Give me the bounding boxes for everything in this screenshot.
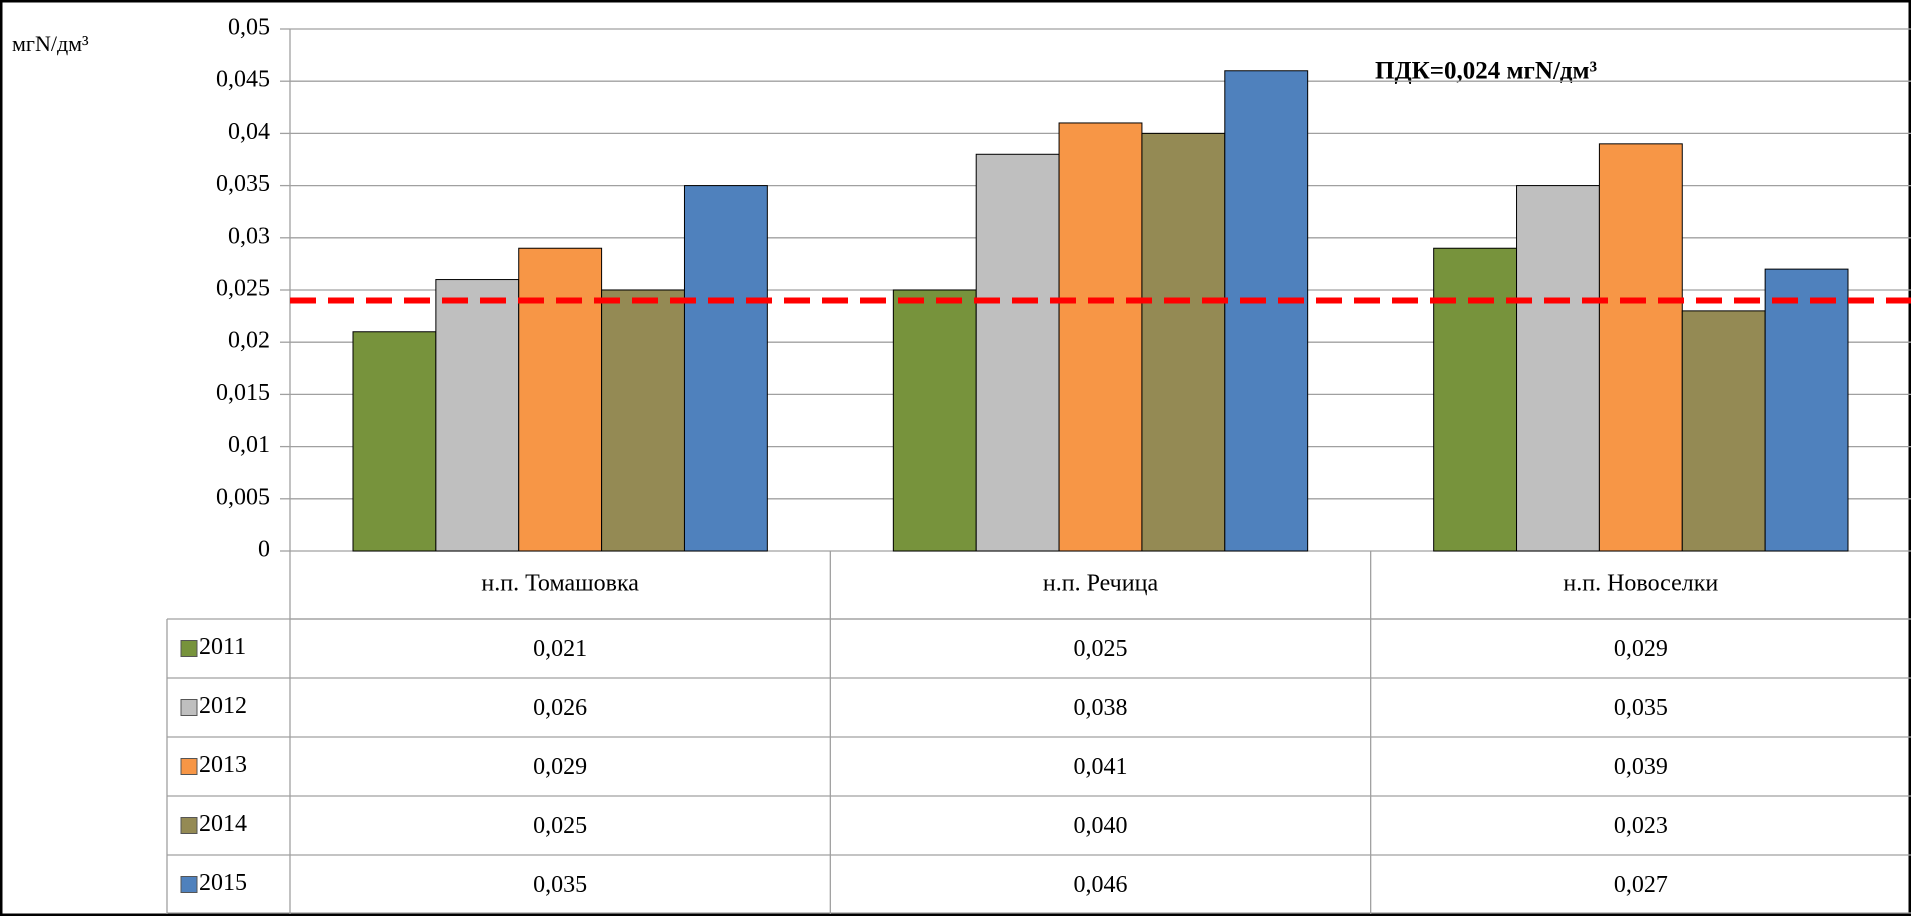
y-tick-label: 0,015 (216, 380, 270, 406)
data-label: 0,026 (533, 695, 587, 721)
data-label: 0,021 (533, 636, 587, 662)
bar (975, 153, 1060, 552)
bar (1764, 268, 1849, 552)
data-label: 0,040 (1074, 813, 1128, 839)
legend-key (180, 758, 198, 775)
annotation: ПДК=0,024 мгN/дм³ (1375, 58, 1597, 85)
x-tick-label: н.п. Речица (1043, 571, 1159, 597)
bar (1224, 70, 1309, 552)
bar (1058, 122, 1143, 552)
y-tick-label: 0,01 (228, 432, 270, 458)
y-tick-label: 0,02 (228, 328, 270, 354)
bar (518, 247, 603, 552)
bar (1141, 132, 1226, 552)
legend-label: 2012 (199, 693, 247, 719)
data-label: 0,029 (1614, 636, 1668, 662)
y-tick-label: 0,045 (216, 67, 270, 93)
y-tick-label: 0,025 (216, 276, 270, 302)
data-label: 0,025 (533, 813, 587, 839)
bar (1681, 310, 1766, 552)
data-label: 0,029 (533, 754, 587, 780)
data-label: 0,035 (1614, 695, 1668, 721)
y-tick-label: 0,04 (228, 119, 270, 145)
x-tick-label: н.п. Новоселки (1563, 571, 1718, 597)
data-label: 0,023 (1614, 813, 1668, 839)
bar (683, 185, 768, 552)
data-label: 0,035 (533, 872, 587, 898)
y-tick-label: 0,035 (216, 171, 270, 197)
legend-key (180, 817, 198, 834)
bar (892, 289, 977, 552)
bar (435, 279, 520, 552)
legend-label: 2015 (199, 870, 247, 896)
x-tick-label: н.п. Томашовка (481, 571, 639, 597)
data-label: 0,039 (1614, 754, 1668, 780)
data-label: 0,038 (1074, 695, 1128, 721)
legend-label: 2014 (199, 811, 247, 837)
bar (1516, 185, 1600, 552)
bar (1598, 143, 1683, 552)
legend-label: 2011 (199, 634, 246, 660)
data-label: 0,046 (1074, 872, 1128, 898)
data-label: 0,025 (1074, 636, 1128, 662)
legend-key (180, 640, 198, 657)
data-label: 0,027 (1614, 872, 1668, 898)
y-axis-label: мгN/дм³ (12, 31, 89, 56)
y-tick-label: 0 (258, 537, 270, 563)
bar (1433, 247, 1518, 552)
y-tick-label: 0,05 (228, 15, 270, 41)
y-tick-label: 0,03 (228, 223, 270, 249)
data-label: 0,041 (1074, 754, 1128, 780)
y-tick-label: 0,005 (216, 484, 270, 510)
bar (352, 331, 437, 552)
legend-label: 2013 (199, 752, 247, 778)
legend-key (180, 699, 198, 716)
legend-key (180, 876, 198, 893)
bar (601, 289, 685, 552)
